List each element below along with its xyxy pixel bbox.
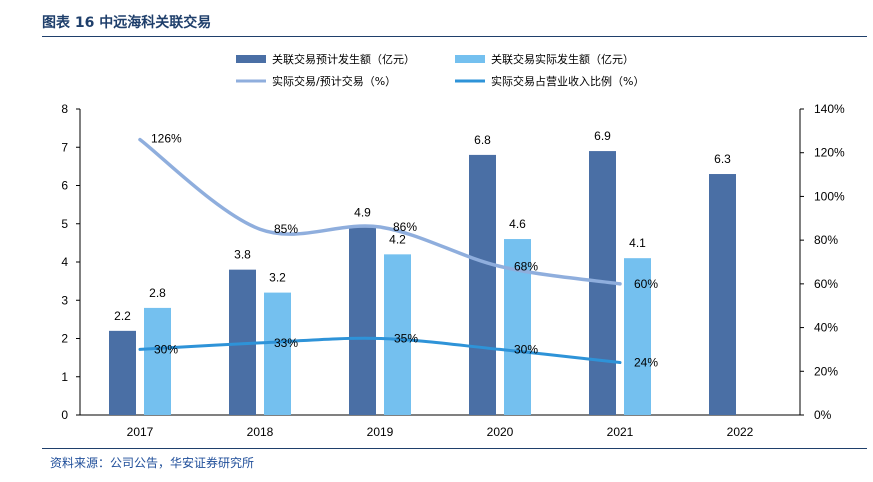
bar-value-label: 2.2 — [114, 309, 131, 323]
bar-value-label: 4.1 — [629, 236, 646, 250]
bar-actual — [264, 292, 291, 415]
x-tick-label: 2022 — [727, 425, 754, 439]
line-value-label: 35% — [394, 332, 418, 346]
left-tick-label: 7 — [61, 140, 68, 154]
line-value-label: 85% — [274, 222, 298, 236]
revenue-share-line — [138, 336, 622, 365]
legend-swatch — [455, 55, 485, 63]
left-tick-label: 4 — [61, 255, 68, 269]
left-tick-label: 5 — [61, 217, 68, 231]
right-tick-label: 60% — [814, 277, 838, 291]
ratio-line — [138, 137, 622, 286]
line-value-label: 126% — [151, 132, 182, 146]
left-tick-label: 8 — [61, 102, 68, 116]
x-tick-label: 2017 — [127, 425, 154, 439]
line-value-label: 86% — [393, 220, 417, 234]
right-tick-label: 140% — [814, 102, 845, 116]
bar-value-label: 6.3 — [714, 152, 731, 166]
left-tick-label: 6 — [61, 179, 68, 193]
line-value-label: 33% — [274, 336, 298, 350]
legend-label: 实际交易占营业收入比例（%） — [491, 74, 644, 88]
bar-planned — [109, 330, 136, 415]
right-tick-label: 100% — [814, 189, 845, 203]
bar-value-label: 6.8 — [474, 133, 491, 147]
bar-planned — [349, 227, 376, 415]
right-tick-label: 40% — [814, 321, 838, 335]
x-tick-label: 2019 — [367, 425, 394, 439]
line-value-label: 30% — [154, 342, 178, 356]
right-tick-label: 0% — [814, 408, 832, 422]
x-tick-label: 2021 — [607, 425, 634, 439]
bar-actual — [624, 258, 651, 415]
left-tick-label: 3 — [61, 293, 68, 307]
bar-actual — [144, 307, 171, 415]
right-tick-label: 20% — [814, 364, 838, 378]
bar-value-label: 4.9 — [354, 206, 371, 220]
line-value-label: 68% — [514, 259, 538, 273]
bar-actual — [384, 254, 411, 415]
bar-value-label: 4.2 — [389, 232, 406, 246]
bar-value-label: 6.9 — [594, 129, 611, 143]
legend-swatch — [236, 55, 266, 63]
source-note: 资料来源：公司公告，华安证券研究所 — [50, 456, 255, 470]
legend-label: 实际交易/预计交易（%） — [272, 74, 396, 88]
left-tick-label: 2 — [61, 332, 68, 346]
left-tick-label: 0 — [61, 408, 68, 422]
legend-label: 关联交易实际发生额（亿元） — [491, 52, 634, 66]
legend-label: 关联交易预计发生额（亿元） — [272, 52, 415, 66]
bar-value-label: 2.8 — [149, 286, 166, 300]
left-tick-label: 1 — [61, 370, 68, 384]
bar-value-label: 4.6 — [509, 217, 526, 231]
line-value-label: 30% — [514, 342, 538, 356]
x-tick-label: 2020 — [487, 425, 514, 439]
footer-divider — [42, 448, 867, 449]
line-value-label: 24% — [634, 356, 658, 370]
bar-planned — [469, 154, 496, 415]
right-tick-label: 120% — [814, 146, 845, 160]
chart-title: 图表 16 中远海科关联交易 — [42, 15, 212, 31]
x-tick-label: 2018 — [247, 425, 274, 439]
bar-value-label: 3.2 — [269, 271, 286, 285]
bar-value-label: 3.8 — [234, 248, 251, 262]
chart-header: 图表 16 中远海科关联交易 — [42, 8, 867, 37]
bar-planned — [709, 174, 736, 415]
line-value-label: 60% — [634, 277, 658, 291]
right-tick-label: 80% — [814, 233, 838, 247]
